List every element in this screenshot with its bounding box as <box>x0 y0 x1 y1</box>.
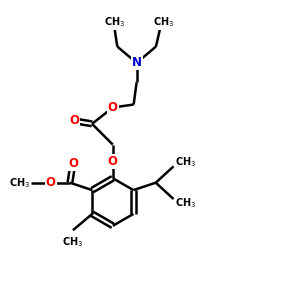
Text: CH$_3$: CH$_3$ <box>175 155 196 169</box>
Text: CH$_3$: CH$_3$ <box>9 176 30 190</box>
Text: CH$_3$: CH$_3$ <box>175 196 196 210</box>
Text: O: O <box>69 114 79 128</box>
Text: O: O <box>108 101 118 114</box>
Text: N: N <box>132 56 142 69</box>
Text: CH$_3$: CH$_3$ <box>104 15 125 29</box>
Text: O: O <box>46 176 56 189</box>
Text: O: O <box>68 157 78 170</box>
Text: O: O <box>108 155 118 168</box>
Text: CH$_3$: CH$_3$ <box>62 235 83 248</box>
Text: CH$_3$: CH$_3$ <box>153 15 174 29</box>
